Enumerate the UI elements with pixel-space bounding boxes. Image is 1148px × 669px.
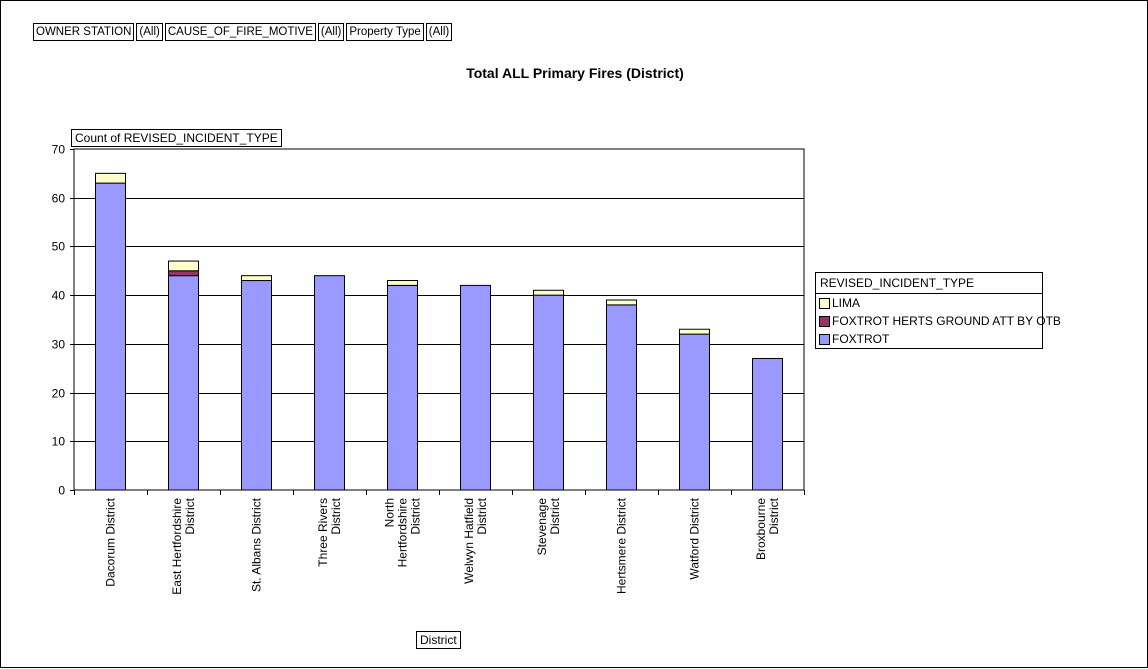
x-tick-label-line: Stevenage [535,498,549,556]
legend-items: LIMA FOXTROT HERTS GROUND ATT BY OTB FOXTR… [816,294,1061,348]
bar-segment [533,289,564,296]
x-tick-label-line: Hertsmere District [615,497,629,594]
bar-segment [606,304,637,491]
x-tick-label: BroxbourneDistrict [754,497,781,560]
x-tick-label-line: District [767,497,781,534]
x-tick-label-line: St. Albans District [250,497,264,592]
x-tick-label-line: District [329,497,343,534]
filter-owner-station-label[interactable]: OWNER STATION [33,23,135,41]
x-tick-label: Watford District [688,497,702,579]
x-tick-label-line: District [475,497,489,534]
bar-segment [606,299,637,306]
legend-label: LIMA [832,296,861,310]
bar-segment [533,294,564,491]
y-tick-label: 50 [52,240,66,254]
y-tick-label: 60 [52,192,66,206]
y-tick-label: 30 [52,338,66,352]
x-tick-label: St. Albans District [250,497,264,592]
filter-cause-value[interactable]: (All) [317,23,345,41]
legend-item[interactable]: FOXTROT [816,330,1042,348]
filter-owner-station-value[interactable]: (All) [136,23,163,41]
x-tick-label-line: Hertfordshire [396,498,410,568]
bar-segment [679,333,710,491]
x-tick-label: East HertfordshireDistrict [170,497,197,594]
legend-item[interactable]: LIMA [816,294,1042,312]
bar-segment [168,270,199,277]
bar-segment [168,275,199,491]
bar-segment [387,284,418,491]
bar-segment [314,275,345,491]
x-tick-label: Dacorum District [104,497,118,586]
x-tick-label-line: East Hertfordshire [170,498,184,595]
x-tick-label-line: Three Rivers [316,498,330,567]
x-tick-label: StevenageDistrict [535,497,562,555]
x-tick-label: NorthHertfordshireDistrict [383,497,423,567]
bar-segment [752,357,783,491]
filter-property-type-label[interactable]: Property Type [346,23,424,41]
y-tick-label: 10 [52,435,66,449]
x-tick-label-line: District [183,497,197,534]
y-axis-field-button[interactable]: Count of REVISED_INCIDENT_TYPE [71,129,282,147]
y-tick-label: 40 [52,289,66,303]
x-tick-label-line: District [548,497,562,534]
chart-title: Total ALL Primary Fires (District) [466,65,684,81]
page-filter-bar: OWNER STATION (All) CAUSE_OF_FIRE_MOTIVE… [33,23,454,41]
y-tick-label: 20 [52,387,66,401]
bar-segment [387,280,418,286]
legend-swatch [819,315,830,327]
bar-segment [241,275,272,282]
y-tick-label: 0 [58,484,65,498]
x-tick-label-line: Broxbourne [754,498,768,560]
legend-swatch [819,333,830,345]
legend-swatch [819,297,830,309]
filter-cause-label[interactable]: CAUSE_OF_FIRE_MOTIVE [164,23,316,41]
x-tick-label-line: Watford District [688,497,702,579]
legend-title[interactable]: REVISED_INCIDENT_TYPE [816,273,1042,294]
y-tick-label: 70 [52,143,66,157]
x-tick-label-line: Dacorum District [104,497,118,586]
bar-segment [95,172,126,184]
x-tick-label: Welwyn HatfieldDistrict [462,497,489,583]
legend-label: FOXTROT [832,332,890,346]
filter-property-type-value[interactable]: (All) [425,23,453,41]
bar-segment [95,182,126,491]
x-tick-label-line: Welwyn Hatfield [462,498,476,584]
legend-item[interactable]: FOXTROT HERTS GROUND ATT BY OTB [816,312,1061,330]
bar-segment [679,328,710,335]
bar-segment [460,284,491,491]
x-tick-label-line: District [409,497,423,534]
legend-label: FOXTROT HERTS GROUND ATT BY OTB [832,314,1061,328]
x-tick-label: Three RiversDistrict [316,497,343,566]
x-axis-field-button[interactable]: District [416,631,461,649]
bar-segment [241,280,272,491]
x-tick-label: Hertsmere District [615,497,629,594]
bar-segment [168,260,199,272]
legend: REVISED_INCIDENT_TYPE LIMA FOXTROT HERTS … [815,272,1061,349]
x-tick-label-line: North [383,498,397,527]
